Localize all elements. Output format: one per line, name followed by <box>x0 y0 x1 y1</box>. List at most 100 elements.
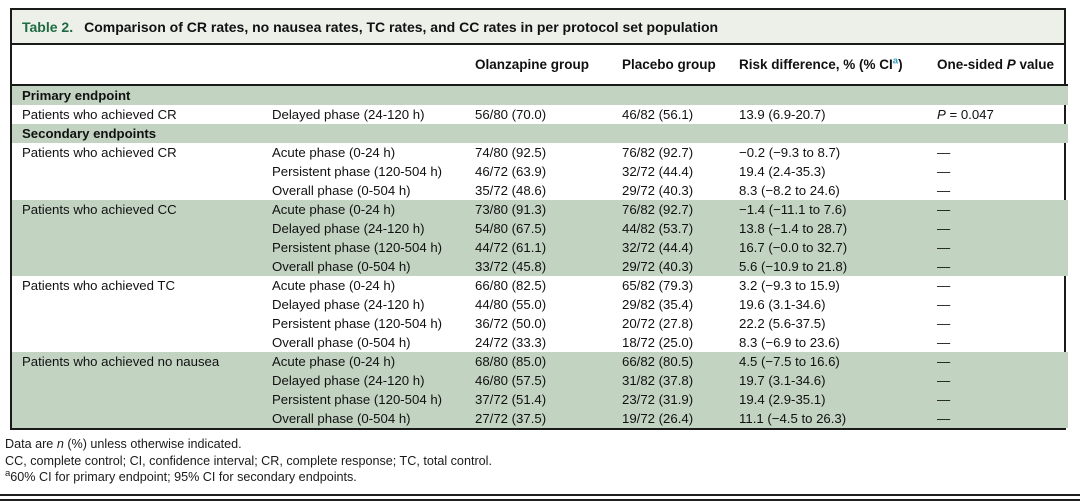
olanzapine-cell: 66/80 (82.5) <box>475 278 547 293</box>
placebo-cell: 46/82 (56.1) <box>622 107 694 122</box>
phase-cell: Acute phase (0-24 h) <box>272 145 396 160</box>
table-title: Comparison of CR rates, no nausea rates,… <box>84 18 719 35</box>
placebo-cell: 29/72 (40.3) <box>622 257 739 276</box>
endpoint-cell <box>12 181 272 200</box>
endpoint-cell <box>12 257 272 276</box>
footnote-line: CC, complete control; CI, confidence int… <box>5 453 492 468</box>
phase-cell: Persistent phase (120-504 h) <box>272 238 475 257</box>
risk-difference-cell: −0.2 (−9.3 to 8.7) <box>739 145 841 160</box>
p-value-cell: — <box>937 352 1068 371</box>
table-row: Overall phase (0-504 h) 27/72 (37.5) 19/72… <box>12 409 1068 428</box>
olanzapine-cell: 35/72 (48.6) <box>475 183 547 198</box>
phase-cell: Acute phase (0-24 h) <box>272 352 475 371</box>
endpoint-cell <box>12 295 272 314</box>
endpoint-cell <box>12 333 272 352</box>
olanzapine-cell: 24/72 (33.3) <box>475 335 547 350</box>
p-value-cell: — <box>937 278 951 293</box>
header-olanzapine-group: Olanzapine group <box>475 45 622 86</box>
phase-cell: Overall phase (0-504 h) <box>272 183 411 198</box>
olanzapine-cell: 56/80 (70.0) <box>475 107 547 122</box>
table-row: Persistent phase (120-504 h) 44/72 (61.1)… <box>12 238 1068 257</box>
footnote-line: Data are n (%) unless otherwise indicate… <box>5 437 242 451</box>
p-value-cell: — <box>937 390 1068 409</box>
p-value-cell: P = 0.047 <box>937 107 994 122</box>
phase-cell: Delayed phase (24-120 h) <box>272 219 475 238</box>
p-value-cell: — <box>937 409 1068 428</box>
olanzapine-cell: 27/72 (37.5) <box>475 409 622 428</box>
phase-cell: Acute phase (0-24 h) <box>272 200 475 219</box>
p-value-cell: — <box>937 257 1068 276</box>
endpoint-cell: Patients who achieved CC <box>12 200 272 219</box>
endpoint-cell <box>12 238 272 257</box>
header-endpoint <box>12 45 272 86</box>
risk-difference-cell: 19.6 (3.1-34.6) <box>739 297 826 312</box>
endpoint-cell <box>12 219 272 238</box>
section-row: Primary endpoint <box>12 85 1068 105</box>
p-header-italic: P <box>1006 57 1016 72</box>
p-value-cell: — <box>937 335 951 350</box>
endpoint-cell <box>12 162 272 181</box>
placebo-cell: 19/72 (26.4) <box>622 409 739 428</box>
endpoint-cell: Patients who achieved CR <box>22 107 177 122</box>
risk-header-text: Risk difference, % (% CI <box>739 57 893 72</box>
footnote-line: a60% CI for primary endpoint; 95% CI for… <box>5 467 357 484</box>
table-row: Delayed phase (24-120 h) 44/80 (55.0) 29/8… <box>12 295 1068 314</box>
risk-difference-cell: 5.6 (−10.9 to 21.8) <box>739 257 937 276</box>
p-value-cell: — <box>937 183 951 198</box>
table-body: Primary endpoint Patients who achieved CR… <box>12 85 1068 428</box>
olanzapine-cell: 44/72 (61.1) <box>475 238 622 257</box>
footnotes: Data are n (%) unless otherwise indicate… <box>5 436 1066 486</box>
p-value-cell: — <box>937 219 1068 238</box>
risk-difference-cell: 19.4 (2.9-35.1) <box>739 390 937 409</box>
endpoint-cell <box>12 314 272 333</box>
table-header: Olanzapine group Placebo group Risk diff… <box>12 45 1068 86</box>
phase-cell: Overall phase (0-504 h) <box>272 335 411 350</box>
phase-cell: Persistent phase (120-504 h) <box>272 316 443 331</box>
table-row: Delayed phase (24-120 h) 54/80 (67.5) 44/8… <box>12 219 1068 238</box>
header-phase <box>272 45 475 86</box>
risk-difference-cell: 3.2 (−9.3 to 15.9) <box>739 278 840 293</box>
phase-cell: Persistent phase (120-504 h) <box>272 164 443 179</box>
risk-difference-cell: 22.2 (5.6-37.5) <box>739 316 826 331</box>
p-value-cell: — <box>937 145 951 160</box>
table-title-band: Table 2. Comparison of CR rates, no naus… <box>12 10 1064 45</box>
endpoint-cell: Patients who achieved no nausea <box>12 352 272 371</box>
header-risk-difference: Risk difference, % (% CIa) <box>739 45 937 86</box>
endpoint-cell <box>12 390 272 409</box>
risk-difference-cell: 19.4 (2.4-35.3) <box>739 164 826 179</box>
risk-difference-cell: 13.8 (−1.4 to 28.7) <box>739 219 937 238</box>
header-p-value: One-sided P value <box>937 45 1068 86</box>
risk-difference-cell: −1.4 (−11.1 to 7.6) <box>739 200 937 219</box>
olanzapine-cell: 44/80 (55.0) <box>475 297 547 312</box>
table-row: Delayed phase (24-120 h) 46/80 (57.5) 31/8… <box>12 371 1068 390</box>
risk-difference-cell: 16.7 (−0.0 to 32.7) <box>739 238 937 257</box>
risk-difference-cell: 13.9 (6.9-20.7) <box>739 107 826 122</box>
olanzapine-cell: 46/72 (63.9) <box>475 164 547 179</box>
olanzapine-cell: 37/72 (51.4) <box>475 390 622 409</box>
placebo-cell: 31/82 (37.8) <box>622 371 739 390</box>
table-container: Table 2. Comparison of CR rates, no naus… <box>10 8 1068 430</box>
table-row: Overall phase (0-504 h) 35/72 (48.6) 29/72… <box>12 181 1068 200</box>
p-header-pre: One-sided <box>937 57 1007 72</box>
table-row: Patients who achieved CR Delayed phase (2… <box>12 105 1068 124</box>
placebo-cell: 44/82 (53.7) <box>622 219 739 238</box>
placebo-cell: 66/82 (80.5) <box>622 352 739 371</box>
p-value-cell: — <box>937 238 1068 257</box>
header-placebo-group: Placebo group <box>622 45 739 86</box>
section-label: Primary endpoint <box>12 85 1068 105</box>
placebo-cell: 76/82 (92.7) <box>622 200 739 219</box>
table-row: Patients who achieved CC Acute phase (0-2… <box>12 200 1068 219</box>
risk-difference-cell: 4.5 (−7.5 to 16.6) <box>739 352 937 371</box>
risk-difference-cell: 8.3 (−8.2 to 24.6) <box>739 183 840 198</box>
placebo-cell: 32/72 (44.4) <box>622 238 739 257</box>
p-value-cell: — <box>937 316 951 331</box>
p-value-cell: — <box>937 200 1068 219</box>
table-row: Patients who achieved TC Acute phase (0-2… <box>12 276 1068 295</box>
endpoint-cell <box>12 371 272 390</box>
table-label: Table 2. <box>22 18 74 35</box>
bottom-double-rule <box>0 493 1080 501</box>
table-row: Overall phase (0-504 h) 33/72 (45.8) 29/72… <box>12 257 1068 276</box>
phase-cell: Acute phase (0-24 h) <box>272 278 396 293</box>
phase-cell: Overall phase (0-504 h) <box>272 257 475 276</box>
